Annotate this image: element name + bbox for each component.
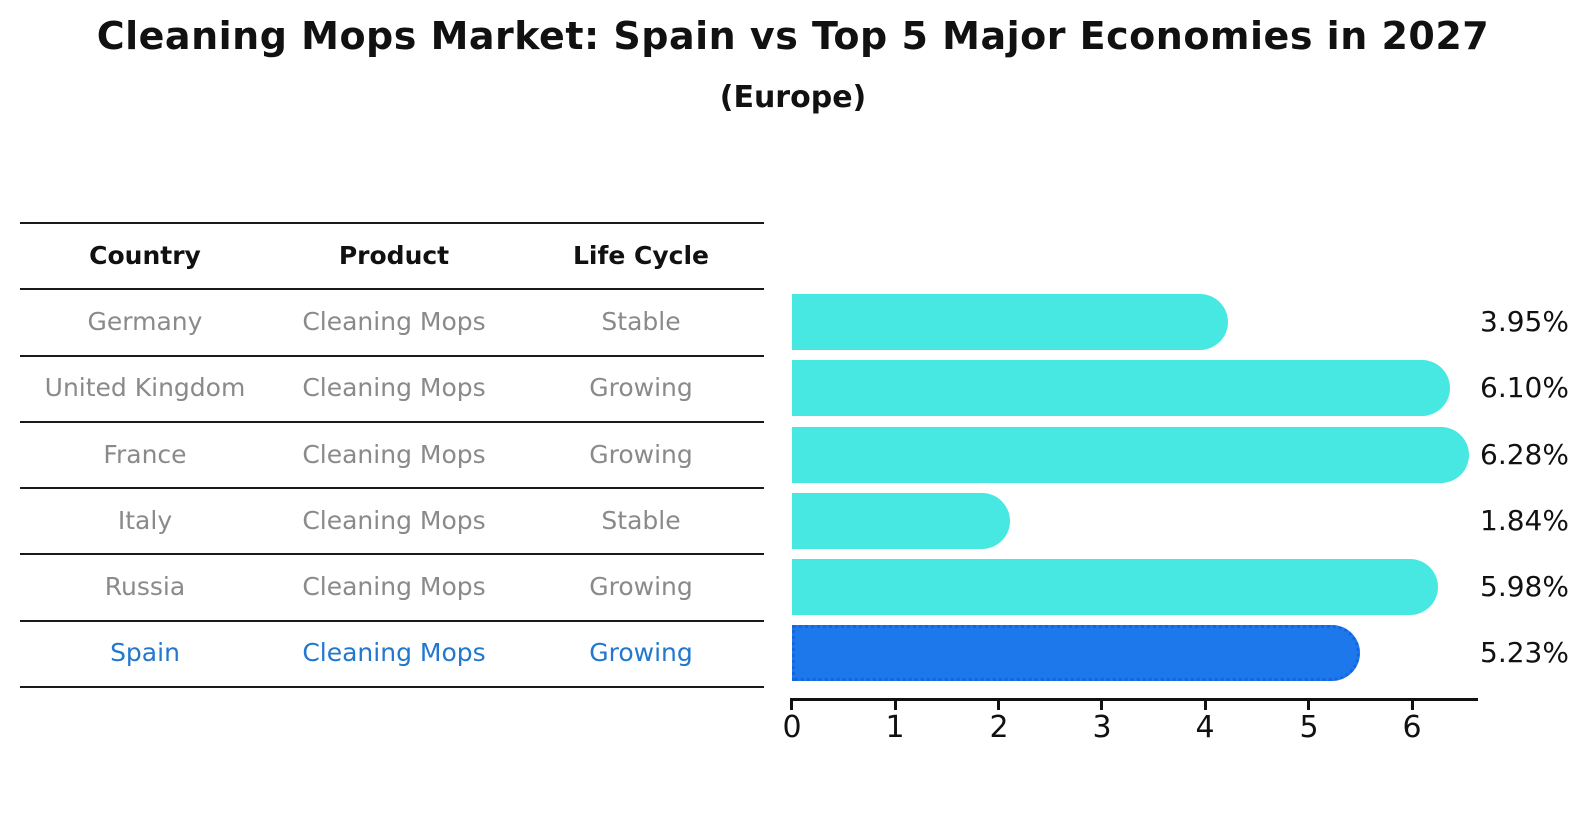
table-cell-product: Cleaning Mops (302, 572, 486, 601)
table-cell-country: Spain (110, 638, 180, 667)
table-line (20, 686, 764, 688)
x-tick (1204, 701, 1207, 710)
table-line (20, 620, 764, 622)
bar-italy (792, 493, 1010, 549)
table-row: Russia Cleaning Mops Growing (20, 554, 764, 620)
table-line (20, 553, 764, 555)
table-cell-life-cycle: Stable (601, 307, 681, 336)
table-cell-life-cycle: Growing (589, 572, 693, 601)
table-cell-product: Cleaning Mops (302, 440, 486, 469)
x-tick-label: 3 (1092, 710, 1112, 745)
table-row: France Cleaning Mops Growing (20, 422, 764, 488)
table-cell-life-cycle: Growing (589, 440, 693, 469)
x-axis (790, 698, 1478, 701)
x-tick-label: 4 (1195, 710, 1215, 745)
value-label: 6.28% (1480, 438, 1569, 471)
value-label: 6.10% (1480, 371, 1569, 404)
table-cell-country: France (103, 440, 187, 469)
table-cell-product: Cleaning Mops (302, 638, 486, 667)
x-tick-label: 1 (885, 710, 905, 745)
table-cell-country: Italy (117, 506, 173, 535)
table-row: Italy Cleaning Mops Stable (20, 488, 764, 554)
table-cell-country: Germany (87, 307, 203, 336)
x-tick (1307, 701, 1310, 710)
x-tick-label: 5 (1299, 710, 1319, 745)
table-row: Germany Cleaning Mops Stable (20, 289, 764, 355)
x-tick (894, 701, 897, 710)
value-label: 3.95% (1480, 305, 1569, 338)
x-tick-label: 0 (782, 710, 802, 745)
table-cell-life-cycle: Stable (601, 506, 681, 535)
value-label: 5.23% (1480, 636, 1569, 669)
x-tick (1411, 701, 1414, 710)
x-tick (790, 701, 793, 710)
table-header-row: Country Product Life Cycle (20, 223, 764, 289)
x-tick (997, 701, 1000, 710)
chart-subtitle: (Europe) (719, 80, 867, 115)
x-tick-label: 2 (989, 710, 1009, 745)
table-line (20, 222, 764, 224)
bar-france (792, 427, 1469, 483)
x-tick (1100, 701, 1103, 710)
chart-title: Cleaning Mops Market: Spain vs Top 5 Maj… (96, 14, 1490, 58)
value-label: 1.84% (1480, 504, 1569, 537)
table-line (20, 487, 764, 489)
table-cell-country: United Kingdom (44, 373, 246, 402)
bar-united-kingdom (792, 360, 1450, 416)
table-row: United Kingdom Cleaning Mops Growing (20, 355, 764, 421)
bar-russia (792, 559, 1438, 615)
table-row-spain-highlight: Spain Cleaning Mops Growing (20, 620, 764, 686)
table-header-life-cycle: Life Cycle (572, 241, 710, 270)
table-cell-life-cycle: Growing (589, 373, 693, 402)
x-tick-label: 6 (1402, 710, 1422, 745)
table-cell-product: Cleaning Mops (302, 506, 486, 535)
bar-germany (792, 294, 1228, 350)
table-cell-product: Cleaning Mops (302, 307, 486, 336)
table-cell-country: Russia (104, 572, 186, 601)
table-cell-product: Cleaning Mops (302, 373, 486, 402)
table-header-country: Country (89, 241, 201, 270)
table-line (20, 355, 764, 357)
table-header-product: Product (338, 241, 450, 270)
table-line (20, 288, 764, 290)
value-label: 5.98% (1480, 570, 1569, 603)
bar-spain-highlight (792, 625, 1360, 681)
table-cell-life-cycle: Growing (589, 638, 693, 667)
table-line (20, 421, 764, 423)
